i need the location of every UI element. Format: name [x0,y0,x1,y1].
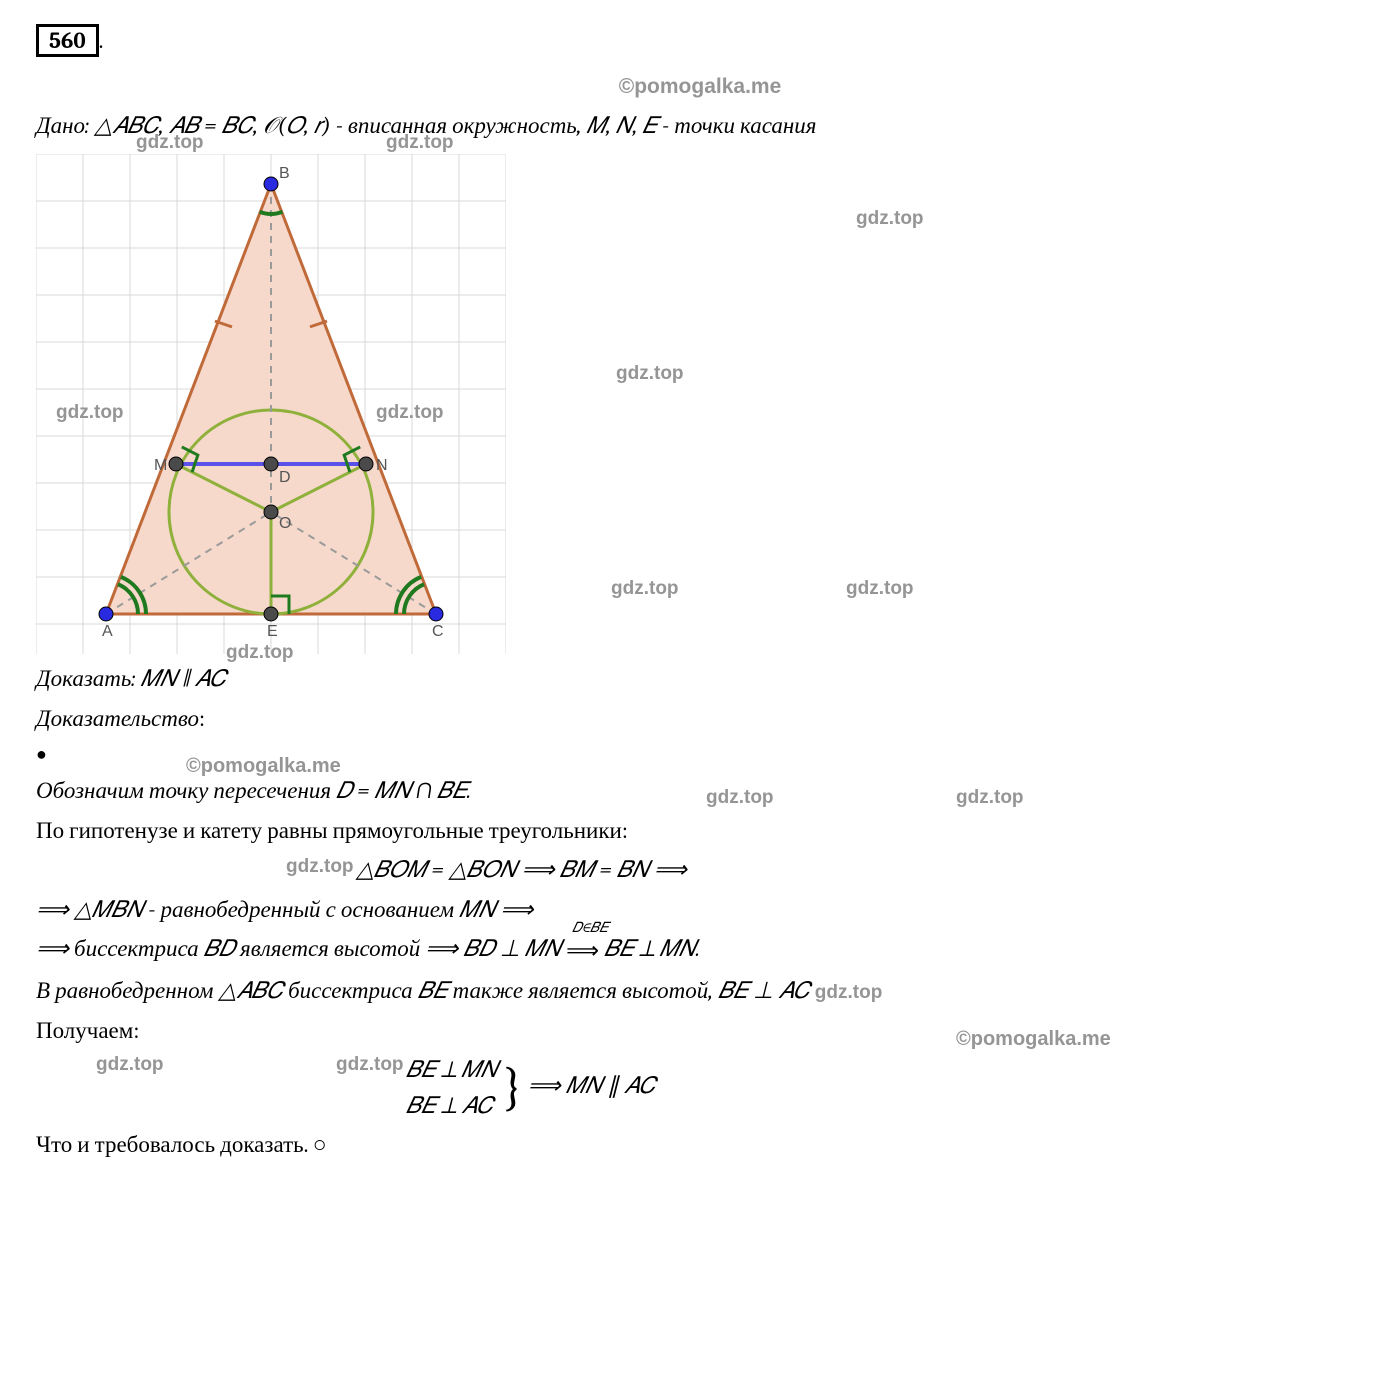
period: . [99,27,104,54]
proof-label: Доказательство [36,705,199,732]
proof-l5-sup: 𝐷∈𝐵𝐸 [572,917,608,939]
prove-line: Доказать: 𝑀𝑁 ∥ 𝐴𝐶 [36,662,1364,695]
proof-l6-text: В равнобедренном △𝐴𝐵𝐶 биссектриса 𝐵𝐸 так… [36,977,810,1004]
given-label: Дано [36,112,85,139]
proof-body: ● ©pomogalka.me Обозначим точку пересече… [36,741,1364,1163]
proof-l4-text: ⟹ △𝑀𝐵𝑁 - равнобедренный с основанием 𝑀𝑁 … [36,896,533,923]
wm-gdz: gdz.top [336,1054,404,1076]
prove-text: : 𝑀𝑁 ∥ 𝐴𝐶 [131,665,226,692]
wm-gdz: gdz.top [956,787,1024,809]
copyright-wm: ©pomogalka.me [186,755,341,778]
svg-text:A: A [102,623,113,640]
given-line: Дано: △𝐴𝐵𝐶, 𝐴𝐵 = 𝐵𝐶, 𝒪(𝑂, 𝑟) - вписанная… [36,109,1364,142]
long-arrow: ⟹ [566,937,599,964]
right-brace: } [503,1057,523,1117]
proof-l4: ⟹ △𝑀𝐵𝑁 - равнобедренный с основанием 𝑀𝑁 … [36,892,1364,928]
problem-number-box: 560. [36,24,1364,75]
proof-l7-text: Получаем: [36,1017,139,1044]
proof-l2-text: По гипотенузе и катету равны прямоугольн… [36,817,628,844]
proof-l2: По гипотенузе и катету равны прямоугольн… [36,813,1364,849]
svg-text:M: M [154,457,167,474]
proof-l5a: ⟹ биссектриса 𝐵𝐷 является высотой ⟹ 𝐵𝐷 ⊥… [36,935,566,962]
proof-l3: △𝐵𝑂𝑀 = △𝐵𝑂𝑁 ⟹ 𝐵𝑀 = 𝐵𝑁 ⟹ [36,852,1364,888]
proof-l8b: 𝐵𝐸 ⊥ 𝐴𝐶 [406,1092,493,1119]
proof-l3-text: △𝐵𝑂𝑀 = △𝐵𝑂𝑁 ⟹ 𝐵𝑀 = 𝐵𝑁 ⟹ [356,856,687,883]
proof-l1-text: Обозначим точку пересечения 𝐷 = 𝑀𝑁 ∩ 𝐵𝐸. [36,777,471,804]
figure: BACMNDOE gdz.topgdz.topgdz.topgdz.topgdz… [36,154,506,654]
proof-l9-text: Что и требовалось доказать. ○ [36,1131,327,1158]
svg-text:N: N [376,457,388,474]
proof-l5: ⟹ биссектриса 𝐵𝐷 является высотой ⟹ 𝐵𝐷 ⊥… [36,931,1364,968]
proof-qed: Что и требовалось доказать. ○ [36,1127,1364,1163]
wm-gdz: gdz.top [286,856,354,878]
svg-text:C: C [432,623,444,640]
wm-gdz: gdz.top [815,982,883,1003]
colon: : [199,705,205,732]
wm-gdz: gdz.top [96,1054,164,1076]
svg-text:O: O [279,515,291,532]
proof-heading: Доказательство: [36,702,1364,735]
proof-l5b: 𝐵𝐸 ⊥ 𝑀𝑁. [604,935,700,962]
proof-l7: Получаем: [36,1013,1364,1049]
wm-gdz: gdz.top [706,787,774,809]
svg-text:D: D [279,469,291,486]
svg-text:B: B [279,165,290,182]
proof-l6: В равнобедренном △𝐴𝐵𝐶 биссектриса 𝐵𝐸 так… [36,973,1364,1009]
proof-l8c: ⟹ 𝑀𝑁 ∥ 𝐴𝐶 [528,1072,656,1099]
figure-area: BACMNDOE gdz.topgdz.topgdz.topgdz.topgdz… [36,148,1364,662]
proof-l1: Обозначим точку пересечения 𝐷 = 𝑀𝑁 ∩ 𝐵𝐸. [36,773,1364,809]
problem-number: 560 [36,24,99,57]
copyright-top: ©pomogalka.me [36,75,1364,99]
svg-text:E: E [267,623,278,640]
proof-l8a: 𝐵𝐸 ⊥ 𝑀𝑁 [406,1056,498,1083]
prove-label: Доказать [36,665,131,692]
proof-l8: 𝐵𝐸 ⊥ 𝑀𝑁 𝐵𝐸 ⊥ 𝐴𝐶 } ⟹ 𝑀𝑁 ∥ 𝐴𝐶 [36,1052,1364,1123]
copyright-wm: ©pomogalka.me [956,1028,1111,1051]
